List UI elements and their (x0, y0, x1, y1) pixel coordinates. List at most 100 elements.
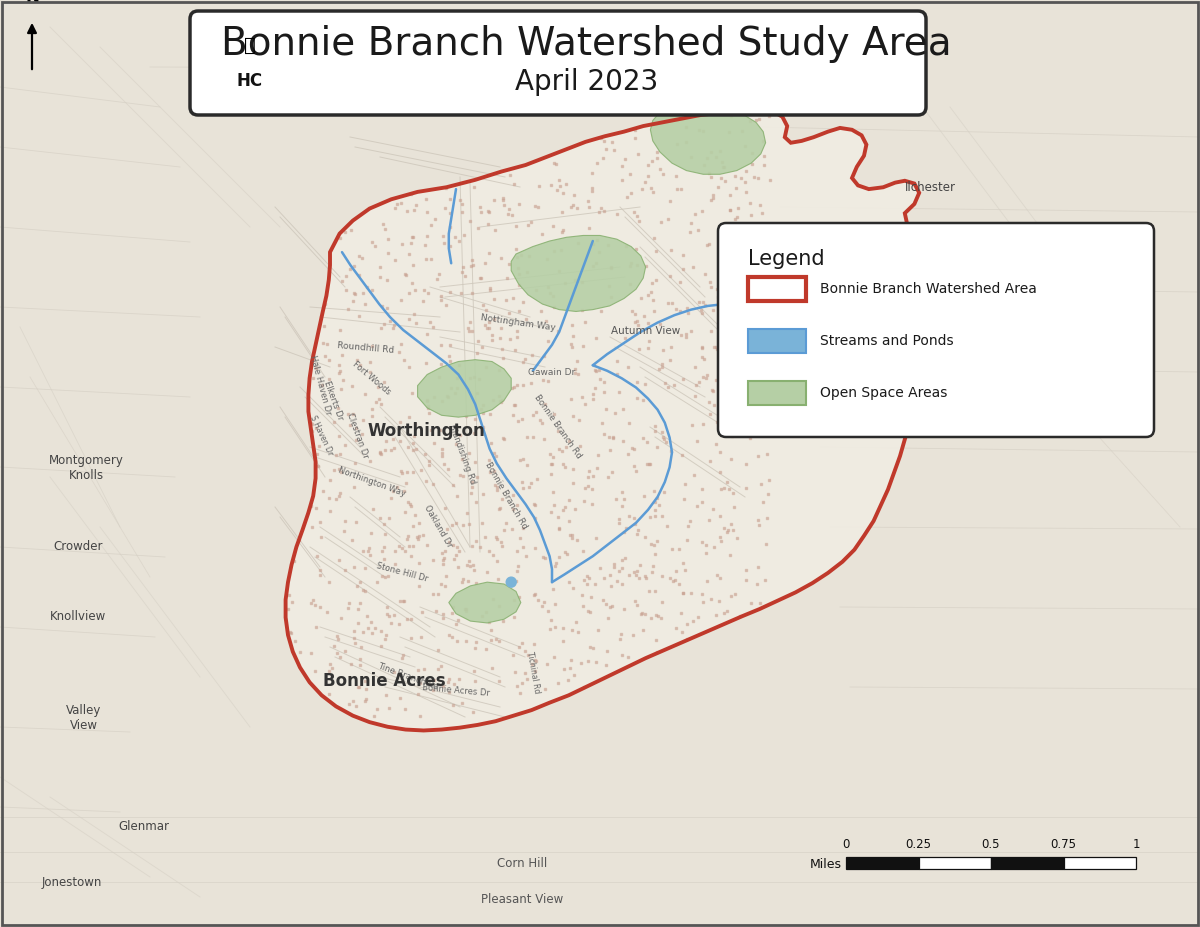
Point (748, 577, 767, 591)
Point (756, 251, 775, 266)
Point (550, 522, 569, 537)
Point (524, 497, 544, 512)
Point (332, 273, 352, 288)
Text: Tichinal Rd: Tichinal Rd (524, 651, 541, 693)
Point (462, 480, 481, 495)
Point (312, 377, 331, 392)
Point (562, 200, 581, 215)
Point (708, 414, 727, 429)
Point (751, 425, 770, 439)
Point (613, 647, 632, 662)
Point (547, 157, 566, 171)
Point (553, 185, 572, 200)
Point (677, 631, 696, 646)
Point (743, 250, 762, 265)
Point (749, 111, 768, 126)
Point (707, 437, 726, 451)
Point (686, 207, 706, 222)
Point (402, 276, 421, 291)
Point (512, 481, 532, 496)
Point (526, 198, 545, 213)
Point (331, 650, 350, 665)
Text: Autumn View: Autumn View (611, 326, 680, 336)
Point (592, 130, 611, 145)
Point (504, 290, 523, 305)
Point (730, 402, 749, 417)
Point (643, 293, 662, 308)
Point (306, 598, 325, 613)
Point (607, 573, 626, 588)
Point (504, 647, 523, 662)
Point (564, 580, 583, 595)
Point (372, 623, 391, 638)
Point (392, 651, 412, 666)
Point (670, 304, 689, 319)
Point (545, 244, 564, 259)
Point (757, 511, 776, 526)
Point (736, 174, 755, 189)
Point (629, 146, 648, 161)
Point (426, 603, 445, 618)
Point (442, 380, 461, 395)
Point (391, 337, 410, 351)
Text: Pleasant View: Pleasant View (481, 893, 563, 906)
Point (607, 354, 626, 369)
Point (318, 604, 337, 619)
Text: Northington Way: Northington Way (337, 465, 407, 499)
Point (439, 671, 458, 686)
Point (667, 182, 686, 197)
Point (462, 539, 481, 553)
Point (629, 318, 648, 333)
Point (515, 666, 534, 680)
Point (757, 537, 776, 552)
Point (485, 445, 504, 460)
Bar (918, 857, 991, 869)
Point (623, 628, 642, 642)
Point (476, 641, 496, 656)
Point (359, 544, 378, 559)
Point (528, 592, 547, 607)
Point (601, 578, 620, 593)
Point (343, 693, 362, 708)
Point (689, 610, 708, 625)
Point (444, 552, 463, 566)
Point (744, 341, 763, 356)
Point (732, 123, 751, 138)
Point (354, 582, 373, 597)
Point (522, 348, 541, 362)
Text: Bonnie Branch Rd: Bonnie Branch Rd (484, 461, 529, 531)
Point (282, 594, 301, 609)
Polygon shape (286, 109, 943, 730)
Point (740, 114, 760, 129)
Point (522, 476, 541, 490)
Point (506, 242, 526, 257)
Point (424, 552, 443, 567)
Point (690, 109, 709, 124)
Text: Miles: Miles (810, 858, 842, 871)
Point (701, 193, 720, 208)
Point (418, 392, 437, 407)
Point (544, 219, 563, 234)
Point (448, 633, 467, 648)
Point (503, 208, 522, 222)
Point (707, 567, 726, 582)
Point (596, 657, 616, 672)
Point (652, 611, 671, 626)
Point (635, 174, 654, 189)
Point (630, 341, 649, 356)
Point (714, 315, 733, 330)
Point (517, 672, 536, 687)
Point (493, 190, 512, 205)
Point (562, 392, 581, 407)
Point (462, 324, 481, 338)
Point (726, 169, 745, 184)
Point (450, 193, 469, 208)
Point (434, 551, 454, 565)
Text: Tine Branch Rd: Tine Branch Rd (377, 662, 439, 692)
Point (479, 314, 498, 329)
Point (647, 534, 666, 549)
Point (701, 279, 720, 294)
Point (701, 453, 720, 468)
Point (750, 518, 769, 533)
Point (509, 197, 528, 211)
